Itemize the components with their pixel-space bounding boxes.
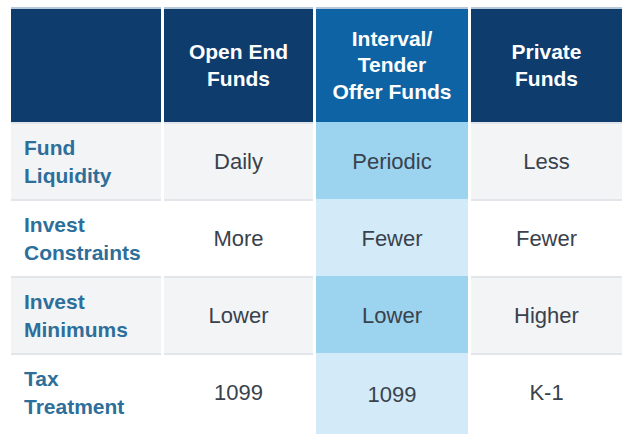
cell-fund-liquidity-interval-tender: Periodic <box>316 122 468 199</box>
cell-invest-constraints-interval-tender: Fewer <box>316 199 468 276</box>
corner-cell <box>11 7 161 122</box>
cell-tax-treatment-open-end: 1099 <box>164 353 313 430</box>
cell-invest-constraints-open-end: More <box>164 199 313 276</box>
fund-comparison-grid: Open End Funds Interval/ Tender Offer Fu… <box>11 7 622 430</box>
cell-tax-treatment-interval-tender: 1099 <box>316 353 468 434</box>
cell-invest-minimums-private: Higher <box>471 276 622 353</box>
row-label-invest-constraints: Invest Constraints <box>11 199 161 276</box>
row-label-tax-treatment: Tax Treatment <box>11 353 161 430</box>
cell-fund-liquidity-open-end: Daily <box>164 122 313 199</box>
column-header-open-end-funds: Open End Funds <box>164 7 313 122</box>
cell-tax-treatment-private: K-1 <box>471 353 622 430</box>
column-header-interval-tender-offer-funds: Interval/ Tender Offer Funds <box>316 7 468 122</box>
cell-invest-minimums-open-end: Lower <box>164 276 313 353</box>
column-header-private-funds: Private Funds <box>471 7 622 122</box>
cell-invest-constraints-private: Fewer <box>471 199 622 276</box>
cell-fund-liquidity-private: Less <box>471 122 622 199</box>
fund-comparison-table: Open End Funds Interval/ Tender Offer Fu… <box>11 7 622 430</box>
cell-invest-minimums-interval-tender: Lower <box>316 276 468 353</box>
row-label-fund-liquidity: Fund Liquidity <box>11 122 161 199</box>
row-label-invest-minimums: Invest Minimums <box>11 276 161 353</box>
